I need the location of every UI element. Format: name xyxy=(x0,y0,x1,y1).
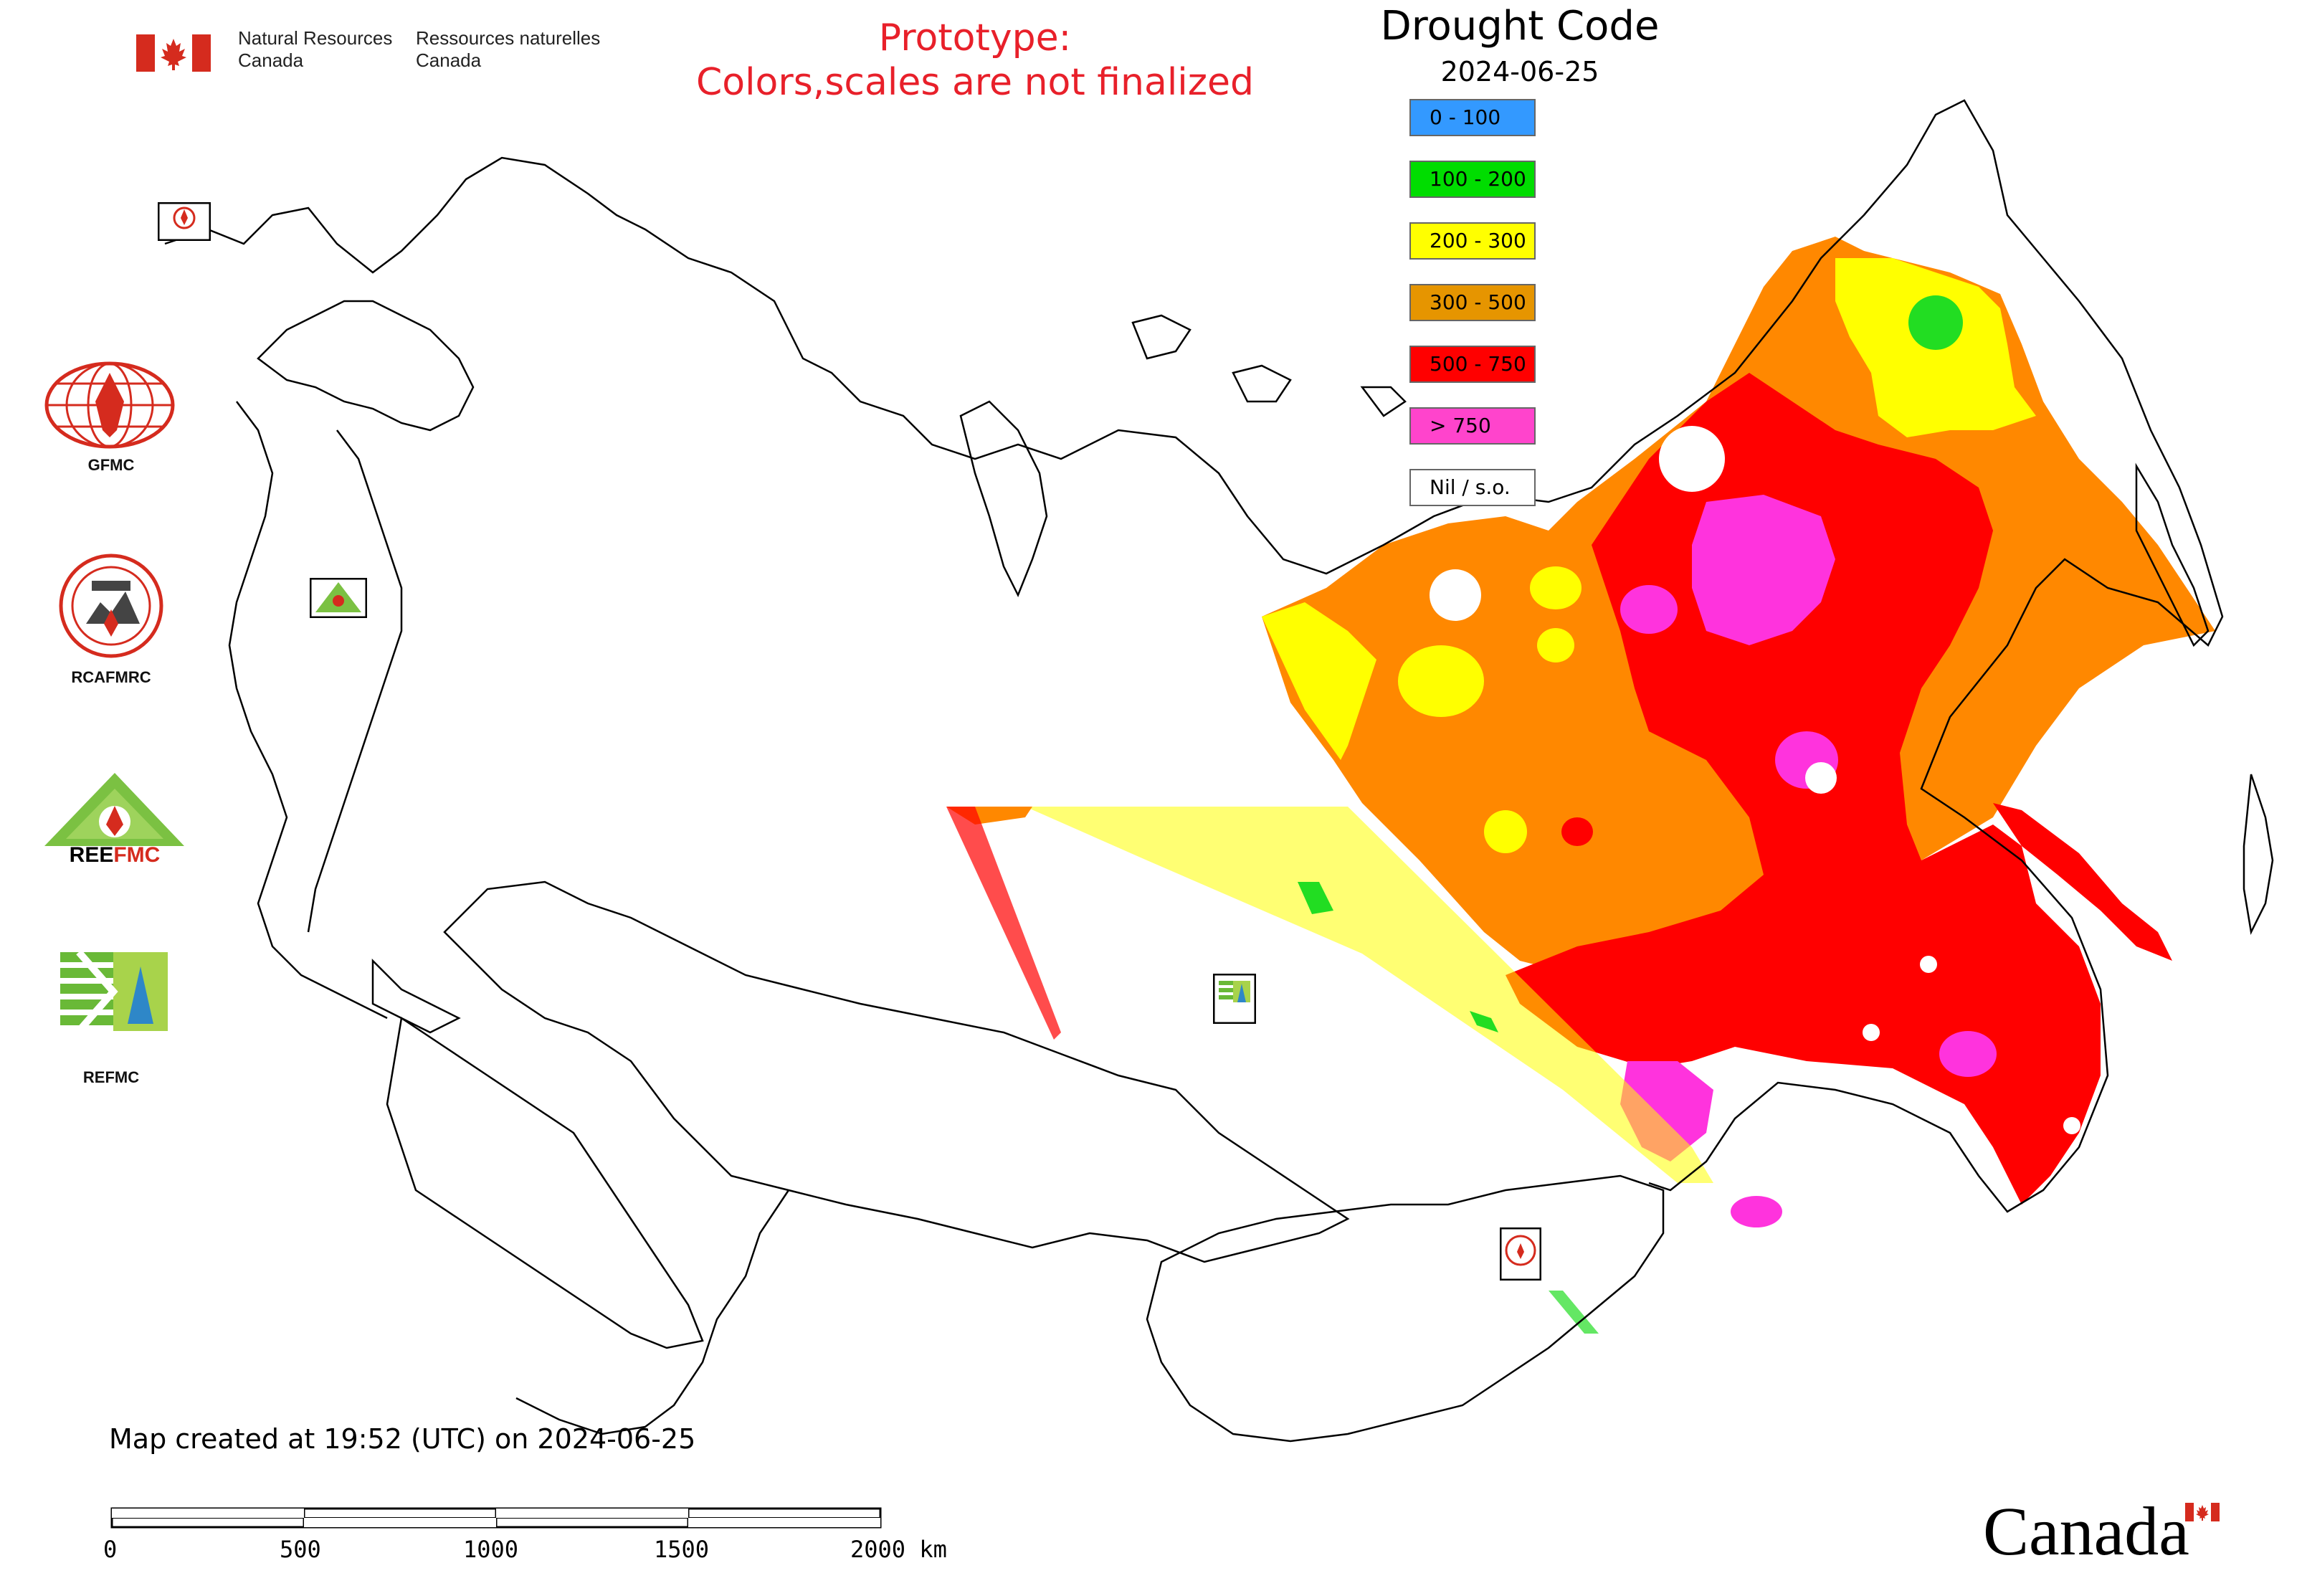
drought-region-magenta-1 xyxy=(1692,495,1835,645)
scale-label-1500: 1500 xyxy=(654,1536,710,1563)
scale-label-2000: 2000 km xyxy=(850,1536,947,1563)
prototype-line1: Prototype: xyxy=(878,16,1072,60)
drought-hole-4 xyxy=(1920,956,1937,973)
gfmc-caption: GFMC xyxy=(87,456,135,474)
scale-bar xyxy=(110,1507,882,1529)
agency-en-line1: Natural Resources xyxy=(238,27,393,49)
drought-region-green-ne xyxy=(1908,295,1963,350)
drought-hole-6 xyxy=(2063,1117,2080,1134)
drought-region-red xyxy=(1506,373,2101,1205)
boundary-china-west xyxy=(515,1189,790,1435)
drought-hole-5 xyxy=(1863,1024,1880,1041)
agency-name-en: Natural Resources Canada xyxy=(238,27,392,72)
agency-name-fr: Ressources naturelles Canada xyxy=(416,27,600,72)
legend-swatch: 100 - 200 xyxy=(1409,161,1536,198)
boundary-russia xyxy=(164,99,2224,1213)
wordmark-flag-icon xyxy=(2185,1503,2220,1521)
agency-fr-line1: Ressources naturelles xyxy=(416,27,601,49)
refmc-logo xyxy=(57,945,172,1038)
drought-spot-yellow-2 xyxy=(1530,566,1582,609)
drought-hole-1 xyxy=(1659,426,1725,492)
legend-swatch: Nil / s.o. xyxy=(1409,469,1536,506)
gfmc-logo xyxy=(44,361,175,449)
prototype-line2: Colors,scales are not finalized xyxy=(695,61,1255,104)
drought-spot-yellow-4 xyxy=(1484,810,1527,853)
prototype-warning: Prototype: Colors,scales are not finaliz… xyxy=(617,16,1333,105)
scale-label-500: 500 xyxy=(280,1536,321,1563)
interpolation-streaks xyxy=(946,807,1713,1334)
drought-spot-red-2 xyxy=(1683,710,1715,738)
svg-text:REEFMC: REEFMC xyxy=(70,843,161,867)
reefmc-small-logo xyxy=(310,578,367,618)
canada-flag-icon xyxy=(136,34,211,72)
country-boundaries xyxy=(164,99,2274,1443)
boundary-scandinavia xyxy=(257,300,475,432)
scale-label-0: 0 xyxy=(103,1536,118,1563)
boundary-sakhalin xyxy=(2242,774,2274,935)
rcafmrc-logo xyxy=(59,554,163,658)
drought-region-magenta-6 xyxy=(1731,1196,1782,1227)
legend-swatch: 0 - 100 xyxy=(1409,99,1536,136)
legend-swatch: > 750 xyxy=(1409,407,1536,445)
canada-wordmark: Canada xyxy=(1983,1491,2189,1571)
legend-swatch: 500 - 750 xyxy=(1409,346,1536,383)
canada-wordmark-text: Canada xyxy=(1983,1493,2189,1569)
drought-spot-red-1 xyxy=(1561,817,1593,846)
boundary-central-asia xyxy=(386,1016,704,1349)
drought-hole-2 xyxy=(1430,569,1481,621)
boundary-europe-west xyxy=(228,401,388,1020)
map-created-timestamp: Map created at 19:52 (UTC) on 2024-06-25 xyxy=(109,1423,696,1455)
boundary-kamchatka xyxy=(2135,462,2210,647)
boundary-caucasus xyxy=(371,958,461,1034)
drought-region-yellow-w xyxy=(1262,602,1376,760)
boundary-arctic-islands xyxy=(1131,314,1407,417)
drought-region-red-island xyxy=(1993,803,2172,961)
drought-region-magenta-5 xyxy=(1939,1031,1997,1077)
rcafmrc-caption: RCAFMRC xyxy=(71,668,151,686)
legend-date: 2024-06-25 xyxy=(1440,56,1599,87)
refmc-small-logo xyxy=(1213,974,1256,1024)
drought-spot-yellow-1 xyxy=(1398,645,1484,717)
drought-region-magenta-2 xyxy=(1620,585,1678,634)
legend-swatch: 300 - 500 xyxy=(1409,284,1536,321)
agency-en-line2: Canada xyxy=(238,49,304,71)
reefmc-logo: REEFMC xyxy=(44,773,184,867)
gfmc-small-logo xyxy=(158,202,211,241)
drought-hole-7 xyxy=(1855,1117,1873,1134)
boundary-mongolia xyxy=(1146,1174,1665,1443)
scale-label-1000: 1000 xyxy=(463,1536,519,1563)
agency-fr-line2: Canada xyxy=(416,49,482,71)
refmc-caption: REFMC xyxy=(82,1068,140,1086)
boundary-kazakhstan xyxy=(443,880,1350,1263)
rcafmrc-small-logo xyxy=(1500,1227,1541,1281)
legend-title: Drought Code xyxy=(1380,3,1660,49)
drought-fill xyxy=(946,237,2215,1334)
legend-swatch: 200 - 300 xyxy=(1409,222,1536,260)
drought-spot-yellow-3 xyxy=(1537,628,1574,662)
boundary-novaya-zemlya xyxy=(959,400,1048,598)
drought-hole-3 xyxy=(1805,762,1837,794)
boundary-europe-mid xyxy=(307,429,403,933)
